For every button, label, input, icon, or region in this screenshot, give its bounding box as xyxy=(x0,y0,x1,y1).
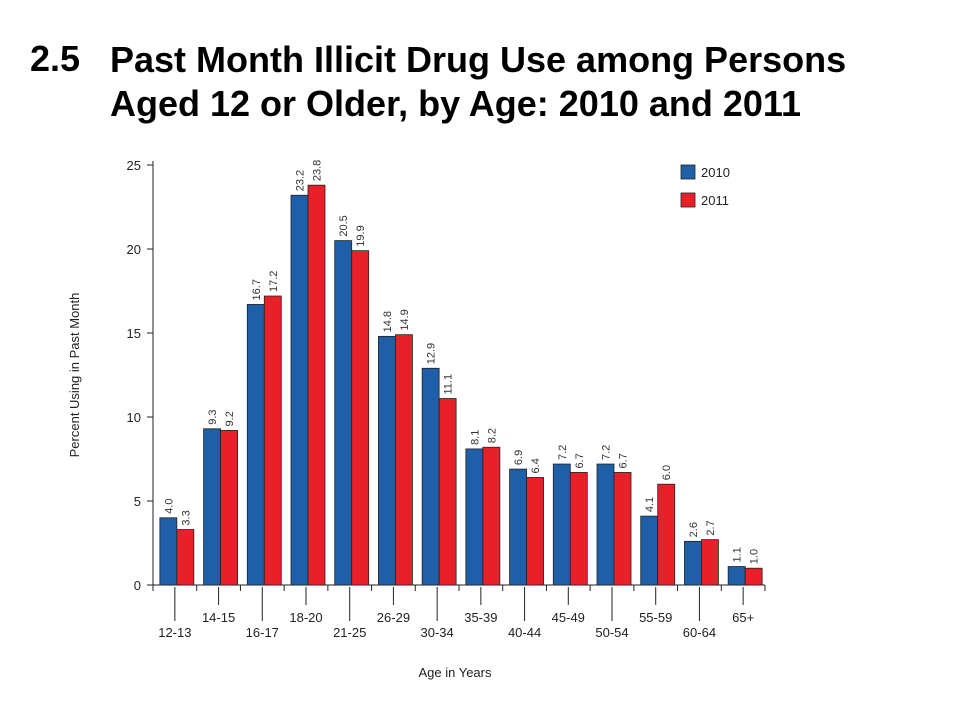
bar-value-label: 14.9 xyxy=(399,309,411,330)
bar-value-label: 23.8 xyxy=(312,160,324,181)
y-tick-label: 25 xyxy=(127,158,141,173)
bar-2011-40-44 xyxy=(526,477,544,586)
bar-value-label: 6.7 xyxy=(618,453,630,468)
y-tick-label: 5 xyxy=(134,494,141,509)
bar-2011-14-15 xyxy=(220,430,238,586)
bar-2011-18-20 xyxy=(307,184,326,586)
bar-value-label: 6.0 xyxy=(661,465,673,480)
bar-2011-65+ xyxy=(744,567,763,586)
bar-value-label: 16.7 xyxy=(251,279,263,300)
x-tick-label: 14-15 xyxy=(202,610,235,625)
x-tick-label: 30-34 xyxy=(421,625,454,640)
x-tick-label: 21-25 xyxy=(333,625,366,640)
y-axis-title: Percent Using in Past Month xyxy=(67,293,82,458)
x-tick-label: 26-29 xyxy=(377,610,410,625)
bar-2011-16-17 xyxy=(263,295,282,586)
bar-value-label: 1.1 xyxy=(732,547,744,562)
bar-2011-60-64 xyxy=(701,539,719,586)
x-tick-label: 55-59 xyxy=(639,610,672,625)
bar-2010-26-29 xyxy=(378,335,396,586)
bar-value-label: 14.8 xyxy=(382,311,394,332)
x-tick-label: 18-20 xyxy=(289,610,322,625)
y-tick-label: 20 xyxy=(127,242,141,257)
bar-2010-60-64 xyxy=(684,540,702,586)
bar-value-label: 7.2 xyxy=(557,445,569,460)
bar-2010-40-44 xyxy=(509,468,527,586)
bar-2010-16-17 xyxy=(246,304,265,586)
x-tick-label: 16-17 xyxy=(246,625,279,640)
bar-2010-14-15 xyxy=(203,428,221,586)
bar-value-label: 11.1 xyxy=(443,374,455,395)
bar-2011-35-39 xyxy=(482,446,501,586)
y-tick-label: 10 xyxy=(127,410,141,425)
bar-value-label: 8.1 xyxy=(469,430,481,445)
bar-value-label: 6.9 xyxy=(513,450,525,465)
chart-title: Past Month Illicit Drug Use among Person… xyxy=(110,39,847,124)
bar-value-label: 7.2 xyxy=(601,445,613,460)
bar-value-label: 23.2 xyxy=(295,170,307,191)
bar-value-label: 9.3 xyxy=(207,409,219,424)
bar-value-label: 6.7 xyxy=(574,453,586,468)
legend-label-2010: 2010 xyxy=(701,165,730,180)
bar-value-label: 17.2 xyxy=(268,271,280,292)
bar-value-label: 9.2 xyxy=(224,411,236,426)
bar-2011-12-13 xyxy=(176,529,195,586)
bar-2010-55-59 xyxy=(640,515,659,586)
y-tick-label: 0 xyxy=(134,578,141,593)
bar-2011-55-59 xyxy=(657,483,676,586)
bar-value-label: 3.3 xyxy=(180,510,192,525)
bar-2011-30-34 xyxy=(438,398,457,586)
bar-2011-45-49 xyxy=(569,472,588,586)
bar-2010-50-54 xyxy=(596,463,615,586)
bar-value-label: 12.9 xyxy=(426,343,438,364)
bar-2010-18-20 xyxy=(290,194,309,586)
bar-value-label: 4.1 xyxy=(644,497,656,512)
bar-2010-12-13 xyxy=(159,517,178,586)
x-tick-label: 35-39 xyxy=(464,610,497,625)
x-tick-label: 45-49 xyxy=(552,610,585,625)
x-tick-label: 50-54 xyxy=(595,625,628,640)
bar-2010-65+ xyxy=(727,566,746,586)
bar-value-label: 8.2 xyxy=(486,428,498,443)
slide-number: 2.5 xyxy=(30,38,81,79)
bar-value-label: 20.5 xyxy=(338,215,350,236)
bar-value-label: 2.6 xyxy=(688,522,700,537)
bar-2011-21-25 xyxy=(351,250,370,586)
legend-swatch-2010 xyxy=(680,164,696,180)
bar-2010-35-39 xyxy=(465,448,484,586)
bar-value-label: 2.7 xyxy=(705,520,717,535)
bar-value-label: 6.4 xyxy=(530,458,542,473)
bar-2011-50-54 xyxy=(613,472,632,586)
bar-2011-26-29 xyxy=(395,334,413,586)
x-tick-label: 12-13 xyxy=(158,625,191,640)
x-tick-label: 40-44 xyxy=(508,625,541,640)
legend-label-2011: 2011 xyxy=(701,193,729,208)
bar-value-label: 1.0 xyxy=(749,549,761,564)
legend-swatch-2011 xyxy=(680,192,696,208)
bar-2010-21-25 xyxy=(334,240,353,586)
x-tick-label: 65+ xyxy=(732,610,754,625)
bar-value-label: 4.0 xyxy=(163,499,175,514)
bar-2010-30-34 xyxy=(421,367,440,586)
y-tick-label: 15 xyxy=(127,326,141,341)
bar-2010-45-49 xyxy=(552,463,571,586)
bar-value-label: 19.9 xyxy=(355,225,367,246)
x-axis-title: Age in Years xyxy=(418,665,492,680)
x-tick-label: 60-64 xyxy=(683,625,716,640)
